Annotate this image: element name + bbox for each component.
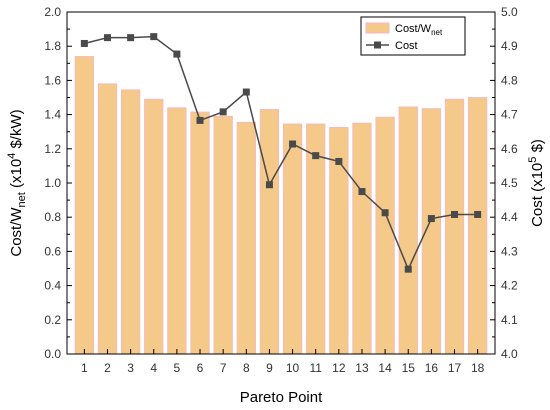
right-axis-title-unit: $)	[529, 139, 546, 157]
cost-point-3	[127, 34, 135, 42]
right-tick-label: 4.8	[501, 73, 518, 87]
left-axis-title-unit: $/kW)	[8, 109, 25, 152]
right-axis-title-main: Cost (x10	[529, 163, 546, 227]
right-tick-label: 4.6	[501, 142, 518, 156]
left-tick-label: 1.4	[44, 108, 61, 122]
bar-15	[398, 106, 418, 355]
bar-2	[97, 83, 118, 355]
left-tick-label: 0.8	[44, 210, 61, 224]
right-tick-label: 4.0	[501, 347, 518, 361]
x-tick-label: 13	[355, 361, 369, 375]
bar-8	[236, 121, 256, 355]
cost-point-6	[196, 116, 204, 124]
right-axis-title-superscript: 5	[527, 157, 539, 163]
line-series	[80, 33, 482, 273]
legend-bar-swatch	[365, 22, 390, 34]
bar-5	[167, 107, 187, 355]
x-tick-label: 1	[81, 361, 88, 375]
right-tick-label: 4.1	[501, 313, 518, 327]
legend-line-label: Cost	[395, 40, 418, 52]
left-tick-label: 0.0	[44, 347, 61, 361]
legend: Cost/Wnet Cost	[360, 16, 466, 56]
right-tick-label: 4.9	[501, 39, 518, 53]
left-axis-title-main: Cost/W	[8, 207, 25, 257]
left-tick-label: 2.0	[44, 5, 61, 19]
bar-9	[259, 109, 280, 355]
x-tick-label: 11	[309, 361, 322, 375]
left-axis-title-superscript: 4	[6, 153, 18, 159]
left-axis-title-subscript: net	[16, 192, 28, 207]
x-tick-label: 3	[127, 361, 134, 375]
x-tick-label: 14	[378, 361, 392, 375]
x-tick-label: 7	[220, 361, 227, 375]
cost-point-11	[312, 152, 320, 160]
left-tick-label: 0.2	[44, 313, 61, 327]
bar-18	[467, 97, 488, 355]
left-tick-label: 1.8	[44, 39, 61, 53]
x-axis-title: Pareto Point	[240, 389, 323, 406]
cost-line	[84, 35, 478, 272]
left-tick-label: 1.0	[44, 176, 61, 190]
x-tick-label: 16	[425, 361, 439, 375]
cost-point-13	[358, 188, 366, 196]
x-tick-label: 6	[197, 361, 204, 375]
bar-17	[444, 98, 465, 355]
right-tick-label: 4.7	[501, 108, 518, 122]
right-tick-label: 5.0	[501, 5, 518, 19]
legend-bar-label-subscript: net	[431, 28, 443, 37]
cost-point-16	[427, 215, 435, 223]
bar-10	[282, 123, 303, 355]
right-tick-label: 4.5	[501, 176, 518, 190]
bar-3	[120, 89, 141, 355]
x-tick-label: 12	[332, 361, 346, 375]
left-tick-label: 1.2	[44, 142, 61, 156]
x-tick-label: 15	[402, 361, 416, 375]
legend-bar-label-main: Cost/W	[395, 23, 432, 35]
left-axis-title-scale: (x10	[8, 159, 25, 192]
bar-6	[190, 111, 210, 355]
cost-point-8	[242, 88, 250, 96]
bar-1	[74, 56, 95, 355]
cost-point-2	[103, 34, 111, 42]
x-tick-label: 2	[104, 361, 111, 375]
cost-point-1	[80, 39, 88, 47]
cost-point-10	[289, 140, 297, 148]
x-tick-label: 9	[266, 361, 273, 375]
bar-13	[352, 122, 372, 355]
x-tick-label: 5	[174, 361, 181, 375]
x-tick-label: 17	[448, 361, 462, 375]
right-axis-title: Cost (x105 $)	[527, 139, 546, 227]
legend-bar-label: Cost/Wnet	[395, 23, 443, 37]
bar-14	[375, 116, 395, 355]
x-tick-label: 4	[150, 361, 157, 375]
ticks: 0.0 0.2 0.4 0.6 0.8 1.0 1.2 1.4 1.6 1.8 2.0 4.0 4.1 4…	[44, 5, 518, 375]
right-tick-label: 4.2	[501, 279, 518, 293]
cost-point-5	[173, 50, 181, 58]
x-tick-label: 10	[286, 361, 300, 375]
bar-4	[144, 98, 164, 355]
bar-series	[74, 56, 488, 355]
right-tick-label: 4.4	[501, 210, 518, 224]
left-tick-label: 0.4	[44, 279, 61, 293]
right-tick-label: 4.3	[501, 244, 518, 258]
legend-line-marker	[374, 41, 381, 49]
cost-point-12	[335, 157, 343, 165]
cost-point-9	[265, 181, 273, 189]
cost-point-18	[474, 210, 482, 218]
x-tick-label: 18	[471, 361, 485, 375]
cost-point-17	[451, 210, 459, 218]
cost-point-7	[219, 108, 227, 116]
x-tick-label: 8	[243, 361, 250, 375]
cost-point-4	[150, 33, 158, 41]
left-axis-title: Cost/Wnet (x104 $/kW)	[6, 109, 28, 256]
bar-7	[213, 115, 233, 355]
left-tick-label: 1.6	[44, 73, 61, 87]
cost-point-14	[381, 209, 389, 217]
left-tick-label: 0.6	[44, 244, 61, 258]
cost-point-15	[404, 265, 412, 273]
